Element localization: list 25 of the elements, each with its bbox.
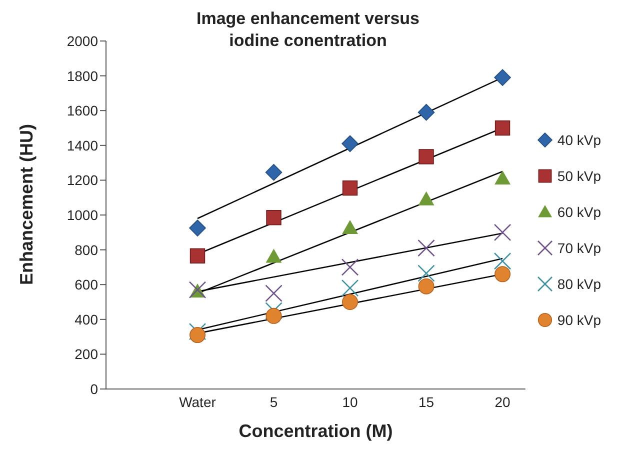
legend-label: 80 kVp <box>557 276 601 292</box>
y-tick-label: 1400 <box>66 137 98 154</box>
x-tick-label: Water <box>179 394 216 410</box>
legend-label: 40 kVp <box>557 132 601 148</box>
y-tick-label: 400 <box>74 311 98 328</box>
legend-label: 70 kVp <box>557 240 601 256</box>
y-tick-label: 600 <box>74 276 98 293</box>
legend-label: 60 kVp <box>557 204 601 220</box>
x-tick-label: 5 <box>270 394 278 410</box>
chart-title: Image enhancement versus iodine conentration <box>196 8 420 52</box>
y-tick-label: 1800 <box>66 68 98 84</box>
y-tick-label: 200 <box>74 346 98 362</box>
y-tick-label: 1200 <box>66 172 98 188</box>
y-tick-label: 1000 <box>66 206 98 223</box>
x-tick-label: 10 <box>342 394 358 410</box>
x-axis-title: Concentration (M) <box>238 421 393 441</box>
x-tick-label: 15 <box>418 394 434 410</box>
legend-label: 50 kVp <box>557 168 601 184</box>
y-tick-label: 1600 <box>66 102 98 119</box>
y-tick-label: 800 <box>74 242 98 258</box>
y-tick-label: 2000 <box>66 32 98 49</box>
y-tick-label: 0 <box>90 380 98 397</box>
y-axis-title: Enhancement (HU) <box>16 124 36 285</box>
x-tick-label: 20 <box>494 394 511 410</box>
legend-label: 90 kVp <box>557 312 601 328</box>
